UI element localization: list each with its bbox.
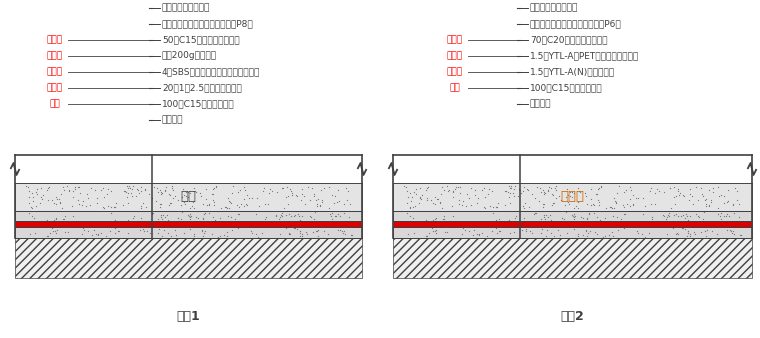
- Bar: [393, 183, 752, 211]
- Text: 素土夯实: 素土夯实: [162, 116, 183, 124]
- Bar: [393, 221, 752, 227]
- Text: 素土夯实: 素土夯实: [530, 99, 552, 108]
- Text: 防水层: 防水层: [47, 68, 63, 76]
- Text: 1.5厚YTL-A（PET）自粘卷材防水层: 1.5厚YTL-A（PET）自粘卷材防水层: [530, 51, 639, 61]
- Text: 垫层: 垫层: [450, 83, 461, 93]
- Text: 20厚1：2.5水泥砂浆找平层: 20厚1：2.5水泥砂浆找平层: [162, 83, 242, 93]
- Bar: [393, 227, 752, 238]
- Text: 隔离层: 隔离层: [47, 51, 63, 61]
- Bar: [393, 238, 752, 278]
- Text: 100厚C15素混凝土垫层: 100厚C15素混凝土垫层: [162, 99, 235, 108]
- Text: 1.5厚YTL-A(N)卷材防水层: 1.5厚YTL-A(N)卷材防水层: [530, 68, 615, 76]
- Bar: [393, 211, 752, 221]
- Text: 垫层: 垫层: [49, 99, 60, 108]
- Text: 防水层: 防水层: [447, 68, 463, 76]
- Text: 100厚C15素混凝土垫层: 100厚C15素混凝土垫层: [530, 83, 603, 93]
- Text: 筏板: 筏板: [181, 191, 197, 203]
- Text: 做法2: 做法2: [561, 310, 584, 322]
- Bar: [15, 238, 362, 278]
- Bar: [15, 183, 362, 211]
- Text: 抗渗钢筋混凝土底板（抗渗等级P8）: 抗渗钢筋混凝土底板（抗渗等级P8）: [162, 20, 254, 28]
- Text: 地面（见工程做法）: 地面（见工程做法）: [162, 3, 211, 13]
- Text: 花铺200g油毡一道: 花铺200g油毡一道: [162, 51, 217, 61]
- Text: 70厚C20细石混凝土保护层: 70厚C20细石混凝土保护层: [530, 35, 607, 45]
- Text: 找平层: 找平层: [47, 83, 63, 93]
- Text: 50厚C15细石混凝土保护层: 50厚C15细石混凝土保护层: [162, 35, 239, 45]
- Text: 保护层: 保护层: [47, 35, 63, 45]
- Bar: [15, 227, 362, 238]
- Text: 地面（见工程做法）: 地面（见工程做法）: [530, 3, 578, 13]
- Text: 做法1: 做法1: [176, 310, 201, 322]
- Text: 4厚SBS改性沥青防水卷材（聚酯胎）: 4厚SBS改性沥青防水卷材（聚酯胎）: [162, 68, 261, 76]
- Text: 止水板: 止水板: [560, 191, 584, 203]
- Text: 保护层: 保护层: [447, 35, 463, 45]
- Text: 防水层: 防水层: [447, 51, 463, 61]
- Text: 抗渗钢筋混凝土底板（抗渗等级P6）: 抗渗钢筋混凝土底板（抗渗等级P6）: [530, 20, 622, 28]
- Bar: [15, 221, 362, 227]
- Bar: [15, 211, 362, 221]
